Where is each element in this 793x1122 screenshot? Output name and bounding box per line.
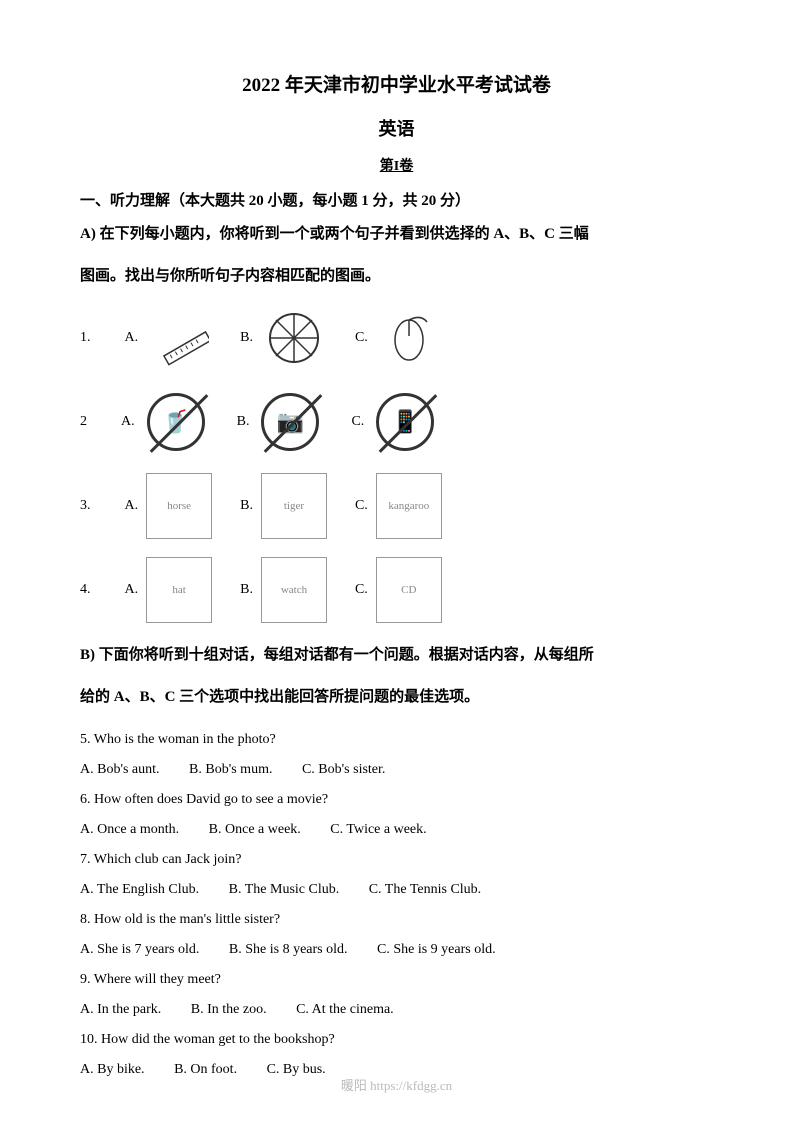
q4-label-c: C. [355,582,368,598]
hat-icon: hat [146,557,212,623]
q3-number: 3. [80,498,91,514]
tiger-icon: tiger [261,473,327,539]
q7-options: A. The English Club. B. The Music Club. … [80,876,713,904]
q1-label-a: A. [125,330,139,346]
q2-label-a: A. [121,414,135,430]
q8-opt-a: A. She is 7 years old. [80,942,199,957]
q5-options: A. Bob's aunt. B. Bob's mum. C. Bob's si… [80,756,713,784]
q9-text: 9. Where will they meet? [80,966,713,994]
q7-opt-c: C. The Tennis Club. [369,882,481,897]
section-a-instruction-line2: 图画。找出与你所听句子内容相匹配的图画。 [80,262,713,291]
q3-label-a: A. [125,498,139,514]
q7-opt-b: B. The Music Club. [229,882,340,897]
watch-icon: watch [261,557,327,623]
q2-number: 2 [80,414,87,430]
section-a-instruction-line1: A) 在下列每小题内，你将听到一个或两个句子并看到供选择的 A、B、C 三幅 [80,220,713,249]
q6-opt-a: A. Once a month. [80,822,179,837]
question-1-row: 1. A. B. C. [80,305,713,371]
ruler-icon [146,305,212,371]
subject-title: 英语 [80,115,713,141]
no-camera-icon: 📷 [257,389,323,455]
q8-text: 8. How old is the man's little sister? [80,906,713,934]
question-3-row: 3. A. horse B. tiger C. kangaroo [80,473,713,539]
q1-label-b: B. [240,330,253,346]
q7-text: 7. Which club can Jack join? [80,846,713,874]
q4-number: 4. [80,582,91,598]
q3-label-b: B. [240,498,253,514]
q5-text: 5. Who is the woman in the photo? [80,726,713,754]
q6-options: A. Once a month. B. Once a week. C. Twic… [80,816,713,844]
q5-opt-b: B. Bob's mum. [189,762,272,777]
q9-opt-c: C. At the cinema. [296,1002,394,1017]
section-b-instruction-line2: 给的 A、B、C 三个选项中找出能回答所提问题的最佳选项。 [80,683,713,712]
q4-label-b: B. [240,582,253,598]
q9-opt-a: A. In the park. [80,1002,161,1017]
horse-icon: horse [146,473,212,539]
q4-label-a: A. [125,582,139,598]
section-a-header: 一、听力理解（本大题共 20 小题，每小题 1 分，共 20 分） [80,187,713,216]
kangaroo-icon: kangaroo [376,473,442,539]
q3-label-c: C. [355,498,368,514]
paper-section: 第I卷 [80,155,713,175]
q6-text: 6. How often does David go to see a movi… [80,786,713,814]
q1-label-c: C. [355,330,368,346]
q2-label-c: C. [351,414,364,430]
question-4-row: 4. A. hat B. watch C. CD [80,557,713,623]
section-b-instruction-line1: B) 下面你将听到十组对话，每组对话都有一个问题。根据对话内容，从每组所 [80,641,713,670]
mouse-icon [376,305,442,371]
question-2-row: 2 A. 🥤 B. 📷 C. 📱 [80,389,713,455]
q7-opt-a: A. The English Club. [80,882,199,897]
basketball-icon [261,305,327,371]
q9-opt-b: B. In the zoo. [191,1002,267,1017]
exam-title: 2022 年天津市初中学业水平考试试卷 [80,70,713,97]
no-drink-icon: 🥤 [143,389,209,455]
no-phone-icon: 📱 [372,389,438,455]
q6-opt-c: C. Twice a week. [330,822,426,837]
q9-options: A. In the park. B. In the zoo. C. At the… [80,996,713,1024]
q8-options: A. She is 7 years old. B. She is 8 years… [80,936,713,964]
q8-opt-c: C. She is 9 years old. [377,942,496,957]
footer-watermark: 暖阳 https://kfdgg.cn [0,1075,793,1094]
cd-icon: CD [376,557,442,623]
q5-opt-a: A. Bob's aunt. [80,762,160,777]
q8-opt-b: B. She is 8 years old. [229,942,348,957]
q5-opt-c: C. Bob's sister. [302,762,385,777]
q10-text: 10. How did the woman get to the booksho… [80,1026,713,1054]
q2-label-b: B. [237,414,250,430]
q6-opt-b: B. Once a week. [209,822,301,837]
q1-number: 1. [80,330,91,346]
